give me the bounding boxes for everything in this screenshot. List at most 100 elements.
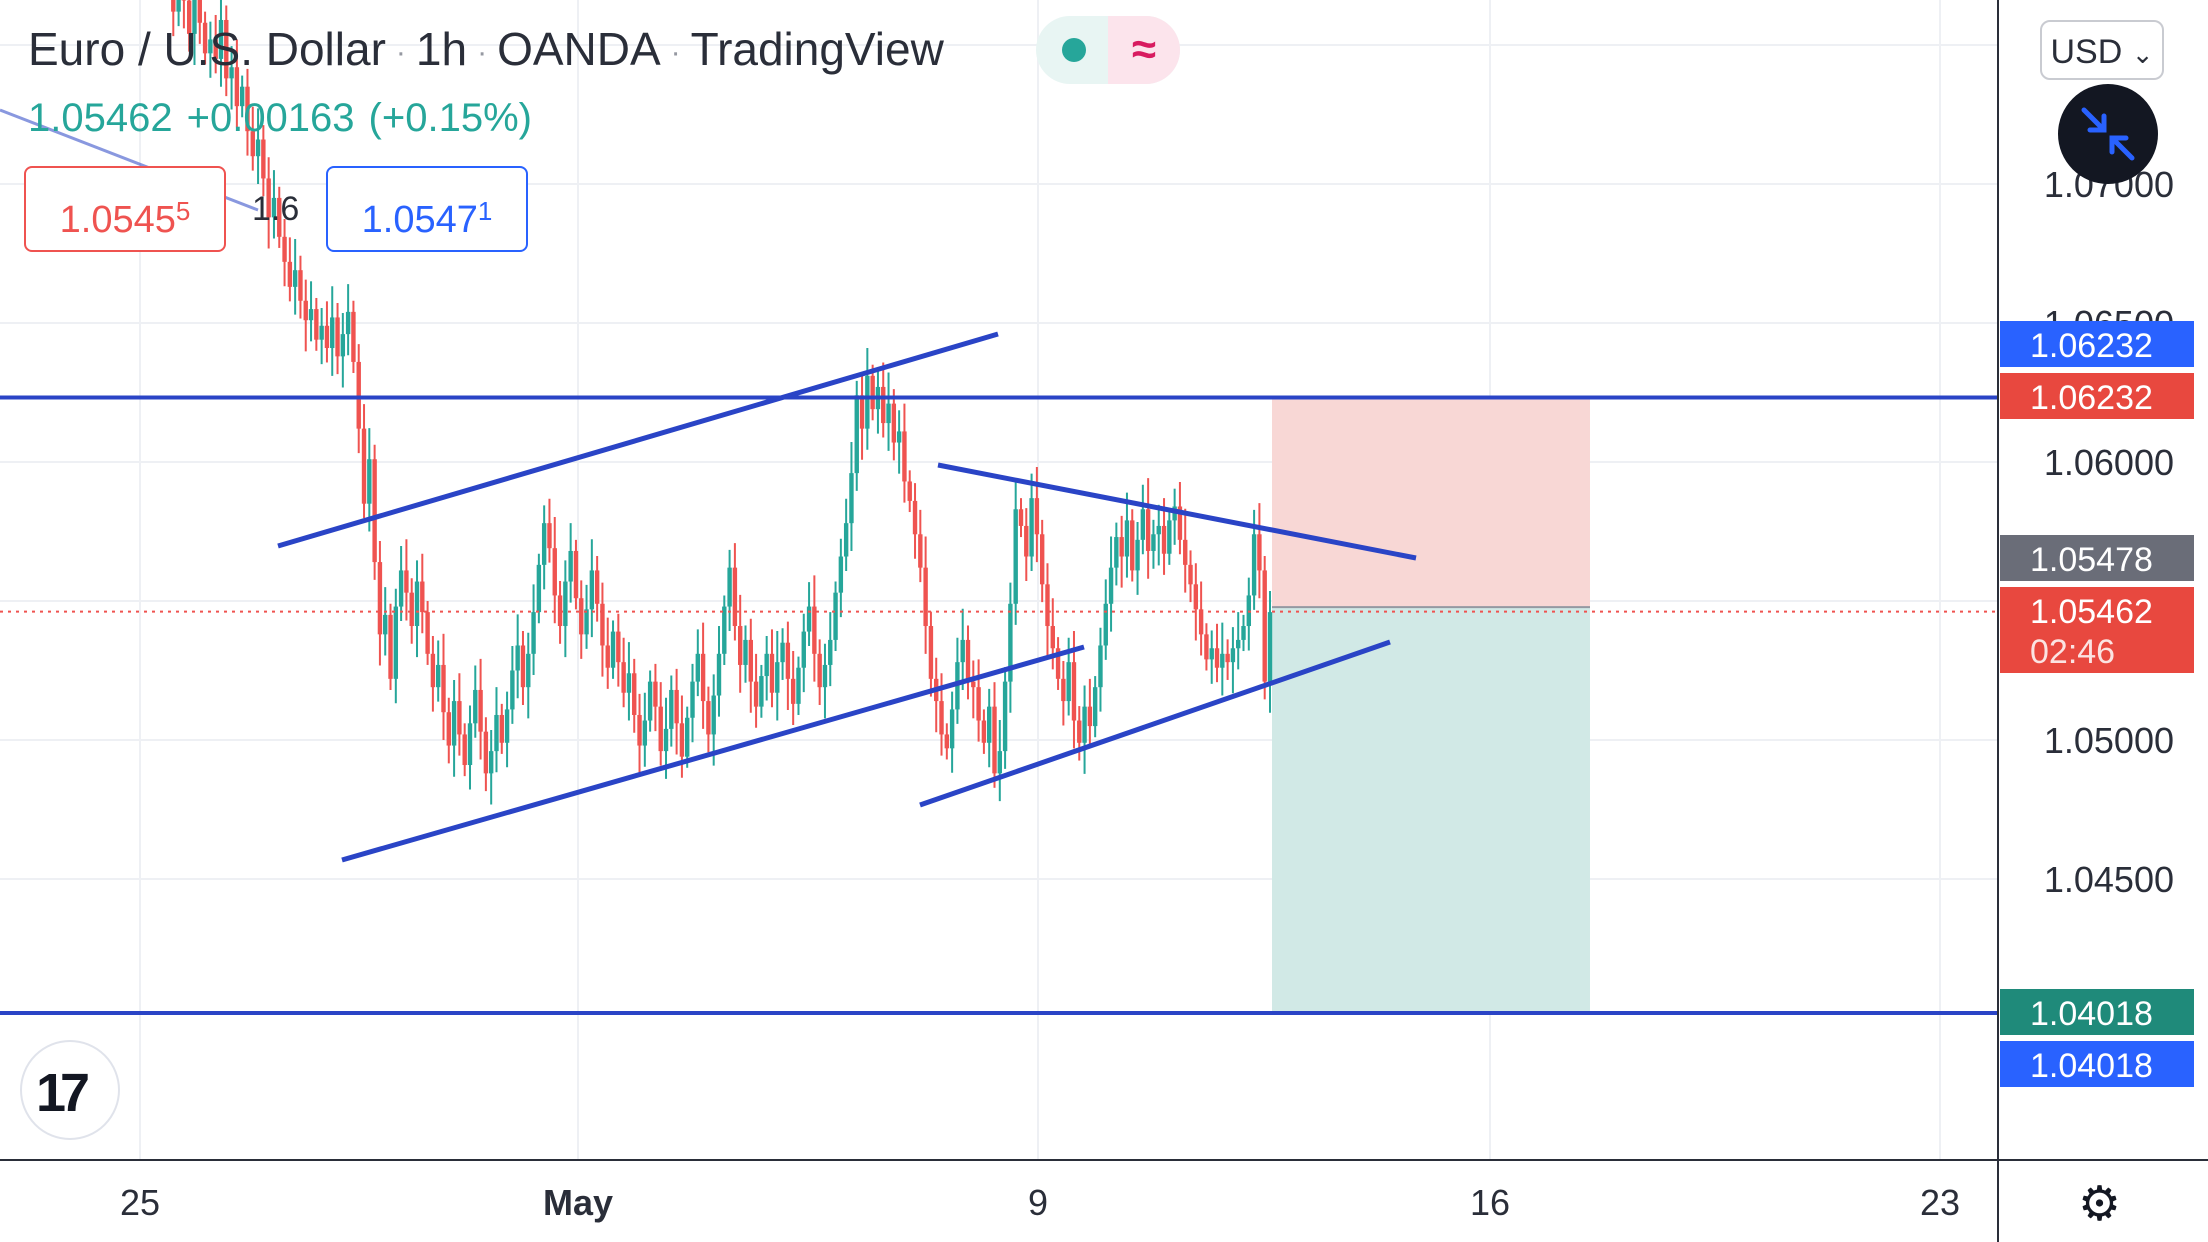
- candle-body: [1077, 720, 1082, 743]
- candle-body: [255, 139, 261, 157]
- candle-body: [213, 39, 218, 59]
- price-axis-label: 1.05000: [2044, 720, 2174, 761]
- candle-body: [610, 631, 616, 668]
- candle-body: [716, 653, 722, 696]
- candle-body: [865, 375, 870, 429]
- candle-body: [1071, 662, 1077, 721]
- currency-label: USD: [2050, 33, 2123, 71]
- candle-body: [1198, 609, 1204, 635]
- candle-body: [1257, 534, 1262, 571]
- candle-body: [1098, 645, 1103, 688]
- candle-body: [833, 592, 838, 640]
- candle-body: [626, 673, 632, 693]
- candle-body: [632, 673, 637, 715]
- candle-body: [224, 19, 229, 79]
- trend-line[interactable]: [277, 331, 999, 549]
- candle-body: [192, 0, 197, 34]
- candle-body: [186, 0, 192, 34]
- candle-body: [1145, 509, 1151, 551]
- buy-price: 1.0547: [361, 199, 478, 241]
- candle-body: [949, 709, 955, 749]
- sell-price: 1.0545: [59, 199, 176, 241]
- candle-body: [1204, 634, 1209, 660]
- candle-body: [1114, 537, 1119, 568]
- candle-body: [250, 131, 255, 157]
- candle-body: [377, 562, 383, 635]
- take-profit-zone[interactable]: [1272, 607, 1590, 1013]
- candle-body: [1193, 584, 1199, 610]
- candle-body: [229, 67, 234, 79]
- candle-body: [1130, 520, 1135, 571]
- candle-body: [478, 689, 483, 732]
- candle-body: [817, 653, 822, 688]
- candle-body: [372, 459, 377, 563]
- candle-body: [510, 670, 515, 710]
- candle-body: [775, 662, 780, 693]
- candle-body: [1045, 584, 1050, 627]
- candle-body: [939, 701, 944, 735]
- candle-body: [727, 567, 732, 607]
- candle-body: [1230, 648, 1236, 663]
- candle-body: [1103, 603, 1108, 646]
- candle-body: [1024, 525, 1029, 557]
- candle-body: [552, 548, 557, 596]
- candle-body: [737, 626, 743, 665]
- market-status-pill[interactable]: ≈: [1036, 16, 1180, 84]
- tradingview-logo[interactable]: 17: [20, 1040, 120, 1140]
- time-axis-label: 25: [120, 1182, 160, 1223]
- candle-body: [642, 720, 648, 746]
- time-axis-label: May: [543, 1182, 613, 1223]
- candle-body: [1002, 681, 1008, 752]
- price-tag: [2000, 321, 2194, 367]
- candle-body: [181, 0, 187, 1]
- price-tag-label: 1.05462: [2030, 593, 2153, 631]
- candle-body: [319, 325, 324, 340]
- candle-body: [171, 0, 176, 12]
- trend-line[interactable]: [937, 462, 1417, 561]
- price-change-row: 1.05462 +0.00163 (+0.15%): [28, 96, 546, 141]
- candle-body: [759, 676, 764, 707]
- candle-body: [822, 664, 828, 688]
- candle-body: [1008, 603, 1013, 682]
- candle-body: [849, 473, 854, 524]
- last-price: 1.05462: [28, 96, 173, 140]
- candle-body: [679, 723, 685, 757]
- candle-body: [1156, 525, 1161, 535]
- candle-body: [722, 606, 727, 654]
- candle-body: [398, 570, 404, 607]
- candle-body: [1209, 648, 1214, 660]
- candle-body: [674, 689, 679, 724]
- stop-loss-zone[interactable]: [1272, 397, 1590, 608]
- candle-body: [854, 395, 859, 474]
- candle-body: [314, 309, 319, 340]
- price-tag: [2000, 989, 2194, 1035]
- candle-body: [1241, 626, 1246, 640]
- candle-body: [494, 714, 499, 752]
- candle-body: [769, 653, 775, 693]
- currency-select[interactable]: USD ⌄: [2040, 20, 2164, 80]
- candle-body: [361, 428, 367, 504]
- gear-icon[interactable]: ⚙: [2078, 1178, 2122, 1231]
- candle-body: [997, 751, 1002, 774]
- symbol-header[interactable]: Euro / U.S. Dollar · 1h · OANDA · TradingView: [28, 22, 944, 76]
- candle-body: [488, 751, 494, 774]
- candle-body: [838, 556, 844, 593]
- candle-body: [732, 567, 738, 627]
- candle-body: [647, 681, 653, 721]
- collapse-button[interactable]: [2058, 84, 2158, 184]
- buy-button[interactable]: 1.05471: [326, 166, 528, 252]
- candle-body: [568, 550, 573, 582]
- candle-body: [881, 386, 886, 424]
- interval[interactable]: 1h: [415, 23, 468, 75]
- candle-body: [526, 653, 531, 688]
- candle-body: [298, 270, 303, 301]
- wave-icon: ≈: [1108, 16, 1180, 84]
- sell-button[interactable]: 1.05455: [24, 166, 226, 252]
- trend-line[interactable]: [341, 644, 1085, 863]
- candle-body: [245, 86, 250, 132]
- trend-line[interactable]: [919, 639, 1391, 808]
- candle-body: [907, 481, 912, 501]
- candle-body: [637, 714, 642, 746]
- candle-body: [600, 603, 605, 646]
